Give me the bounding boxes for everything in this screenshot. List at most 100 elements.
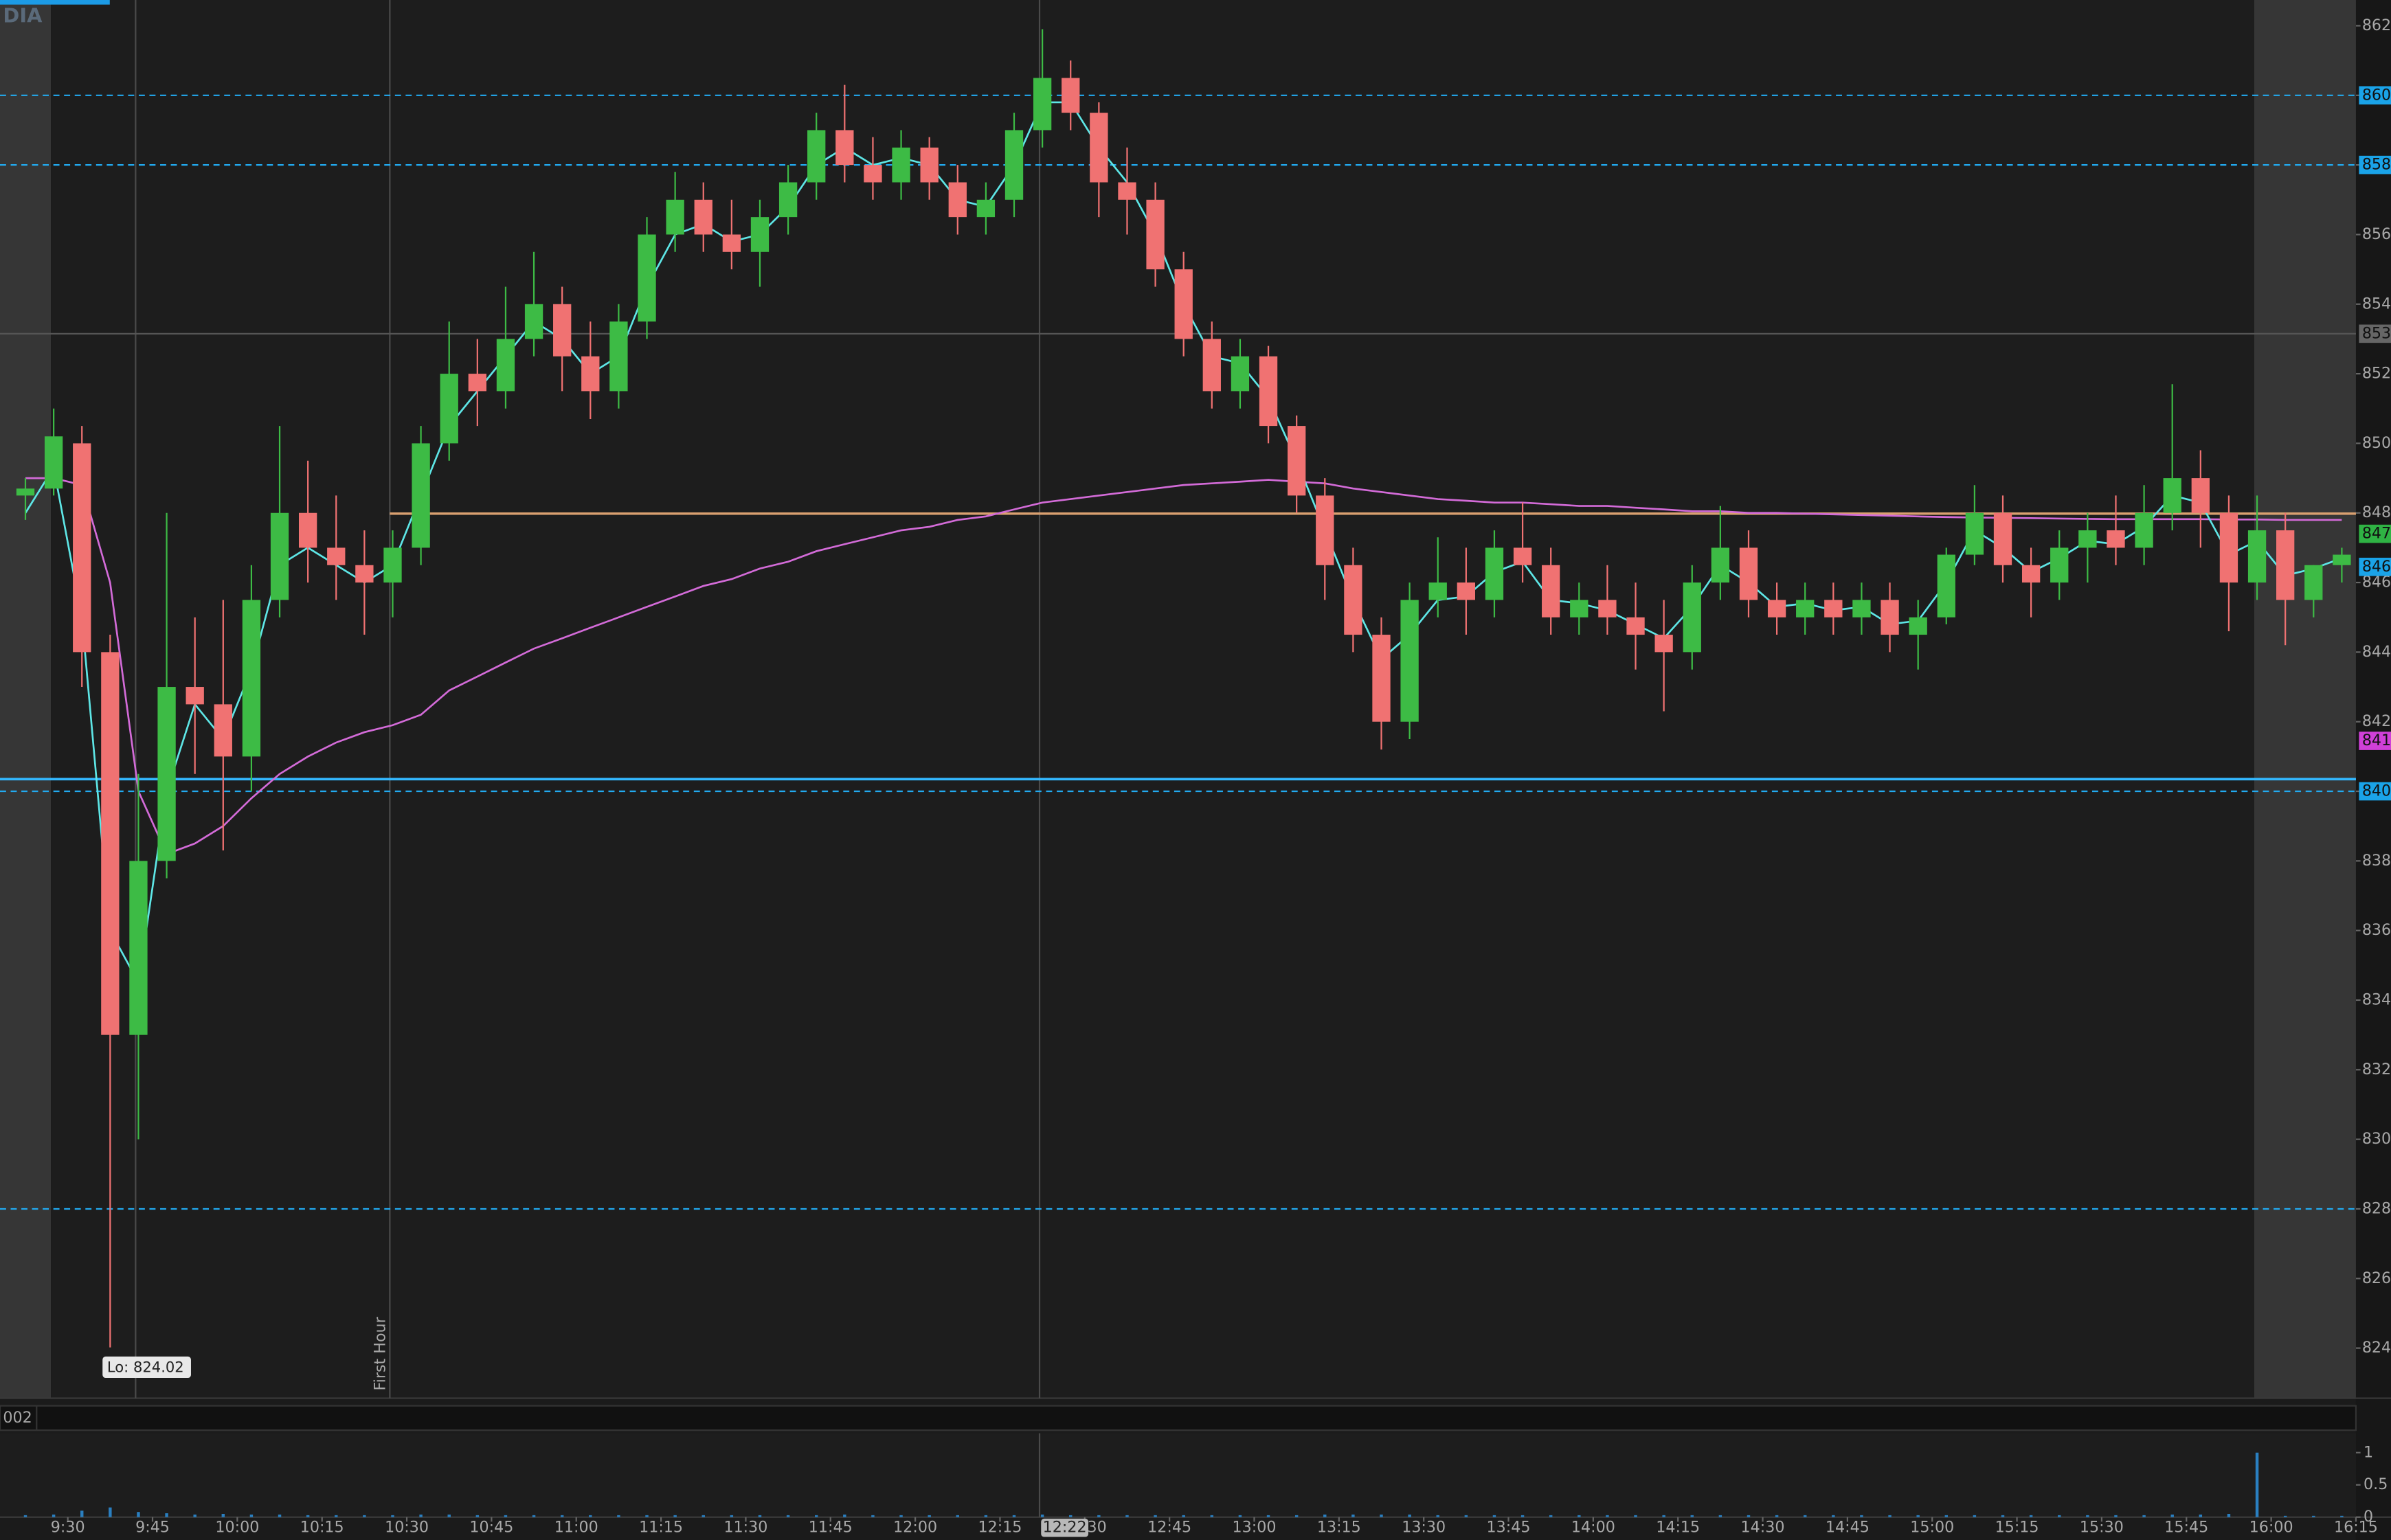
x-tick-label: 12:45 xyxy=(1147,1519,1191,1537)
price-tag xyxy=(2359,782,2391,801)
x-tick-label: 13:30 xyxy=(1402,1519,1446,1537)
candle-body xyxy=(1457,582,1476,600)
volume-header xyxy=(0,1405,2357,1431)
candle-body xyxy=(1485,547,1504,600)
volume-bar xyxy=(2086,1515,2089,1517)
candle-body xyxy=(1202,339,1221,392)
x-tick-label: 14:30 xyxy=(1741,1519,1785,1537)
x-tick-label: 15:00 xyxy=(1910,1519,1954,1537)
x-tick-label: 9:30 xyxy=(51,1519,85,1537)
y-tick-label: 862 xyxy=(2362,16,2391,34)
volume-bar xyxy=(2142,1515,2146,1517)
price-tag xyxy=(2359,732,2391,750)
y-tick-label: 846 xyxy=(2362,574,2391,591)
candle-body xyxy=(1118,182,1136,200)
volume-bar xyxy=(1690,1515,1694,1517)
candle-body xyxy=(186,687,204,705)
x-tick-label: 13:15 xyxy=(1317,1519,1361,1537)
volume-bar xyxy=(730,1515,734,1517)
candle-body xyxy=(2219,512,2238,583)
volume-bar xyxy=(589,1515,592,1517)
volume-bar xyxy=(786,1515,790,1517)
candle-body xyxy=(1965,512,1984,555)
x-tick-label: 10:15 xyxy=(300,1519,344,1537)
candle-body xyxy=(2304,565,2323,600)
volume-bar xyxy=(2199,1514,2203,1517)
tab-indicator xyxy=(0,0,110,5)
volume-bar xyxy=(899,1515,903,1517)
volume-bar xyxy=(80,1510,84,1517)
candle-body xyxy=(1344,565,1362,635)
volume-bar xyxy=(1323,1514,1327,1517)
volume-bar xyxy=(137,1512,140,1517)
y-tick-label: 856 xyxy=(2362,225,2391,243)
volume-bar xyxy=(1154,1515,1157,1517)
candle-body xyxy=(694,199,712,235)
x-tick-label: 11:30 xyxy=(723,1519,767,1537)
x-tick-label: 15:30 xyxy=(2080,1519,2124,1537)
volume-bar xyxy=(419,1514,423,1517)
volume-bar xyxy=(1549,1515,1553,1517)
volume-bar xyxy=(843,1514,846,1517)
candle-body xyxy=(2163,478,2181,513)
volume-bar xyxy=(1210,1515,1214,1517)
x-tick-label: 9:45 xyxy=(135,1519,170,1537)
volume-bar xyxy=(363,1515,366,1517)
y-tick-label: 836 xyxy=(2362,921,2391,939)
candle-body xyxy=(298,512,317,548)
volume-bar xyxy=(391,1515,394,1517)
volume-bar xyxy=(1634,1515,1637,1517)
y-tick-label: 832 xyxy=(2362,1061,2391,1078)
volume-bar xyxy=(2114,1515,2118,1517)
volume-bar xyxy=(2029,1515,2033,1517)
y-tick-label: 848 xyxy=(2362,503,2391,521)
volume-bar xyxy=(2170,1514,2174,1517)
volume-bar xyxy=(1380,1514,1383,1517)
volume-bar xyxy=(52,1514,56,1517)
volume-bar xyxy=(673,1515,677,1517)
candle-body xyxy=(750,217,770,252)
candle-body xyxy=(1570,600,1589,618)
candle-body xyxy=(553,304,572,356)
extended-hours-shade xyxy=(2254,0,2356,1399)
volume-bar xyxy=(1492,1515,1496,1517)
candle-body xyxy=(892,147,910,183)
volume-bar xyxy=(306,1515,310,1517)
candle-body xyxy=(1174,269,1193,339)
y-tick-label: 830 xyxy=(2362,1130,2391,1148)
volume-bar xyxy=(249,1514,254,1517)
volume-bar xyxy=(928,1515,931,1517)
x-tick-label: 15:45 xyxy=(2164,1519,2208,1537)
volume-bar xyxy=(617,1515,620,1517)
volume-bar xyxy=(1464,1515,1468,1517)
candle-body xyxy=(581,356,600,392)
candle-body xyxy=(412,443,430,548)
candle-body xyxy=(920,147,939,183)
volume-bar xyxy=(1520,1515,1525,1517)
x-tick-label: 10:45 xyxy=(469,1519,513,1537)
price-axis-area xyxy=(2355,0,2391,1540)
volume-bar xyxy=(701,1515,705,1517)
volume-bar xyxy=(221,1514,225,1517)
y-tick-label: 834 xyxy=(2362,990,2391,1008)
candle-body xyxy=(1372,635,1391,722)
candle-body xyxy=(807,130,826,183)
y-tick-label: 854 xyxy=(2362,295,2391,313)
volume-bar xyxy=(1408,1514,1411,1517)
candle-body xyxy=(73,443,91,653)
vwap-line xyxy=(25,477,2342,855)
volume-bar xyxy=(814,1515,818,1517)
price-tag-label: 841 xyxy=(2362,732,2391,749)
price-tag-label: 858 xyxy=(2362,156,2391,174)
candle-body xyxy=(1090,113,1108,183)
volume-bar xyxy=(165,1513,168,1517)
volume-bar xyxy=(956,1515,960,1517)
x-tick-label: 11:15 xyxy=(639,1519,683,1537)
candle-body xyxy=(2135,512,2153,548)
x-tick-label: 10:00 xyxy=(215,1519,259,1537)
y-tick-label: 828 xyxy=(2362,1199,2391,1217)
candle-body xyxy=(2247,530,2267,583)
candle-body xyxy=(609,321,628,392)
x-tick-label: 16:00 xyxy=(2249,1519,2293,1537)
price-tag xyxy=(2359,524,2391,543)
